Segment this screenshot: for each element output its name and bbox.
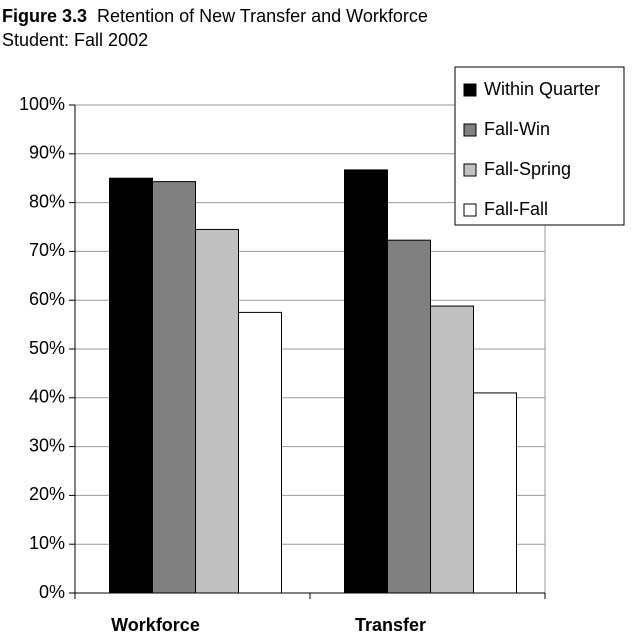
legend-swatch [463, 83, 477, 97]
y-tick-label: 20% [29, 484, 65, 504]
x-tick-label: Workforce [111, 615, 200, 635]
legend-label: Fall-Spring [484, 159, 571, 179]
y-tick-label: 60% [29, 289, 65, 309]
legend-swatch [463, 203, 477, 217]
chart-title-label: Figure 3.3 [2, 6, 88, 26]
y-tick-label: 10% [29, 533, 65, 553]
bar [238, 311, 282, 594]
bar [109, 177, 153, 594]
y-tick-label: 30% [29, 435, 65, 455]
y-tick-label: 0% [39, 582, 65, 602]
legend-label: Within Quarter [484, 79, 600, 99]
y-tick-label: 100% [19, 94, 65, 114]
y-tick-label: 70% [29, 240, 65, 260]
y-tick-label: 50% [29, 338, 65, 358]
legend-swatch [463, 163, 477, 177]
y-tick-label: 80% [29, 191, 65, 211]
x-tick-label: Transfer [355, 615, 426, 635]
y-tick-label: 40% [29, 387, 65, 407]
legend-swatch [463, 123, 477, 137]
bar [344, 169, 388, 594]
y-tick-label: 90% [29, 143, 65, 163]
legend-label: Fall-Win [484, 119, 550, 139]
bar [430, 305, 474, 594]
bar [473, 392, 517, 594]
bar [152, 181, 196, 594]
chart-title: Retention of New Transfer and Workforce … [2, 6, 428, 50]
chart-title-block: Figure 3.3 Retention of New Transfer and… [2, 4, 442, 52]
legend-box [454, 66, 625, 226]
bar [387, 239, 431, 594]
legend-label: Fall-Fall [484, 199, 548, 219]
bar [195, 228, 239, 594]
